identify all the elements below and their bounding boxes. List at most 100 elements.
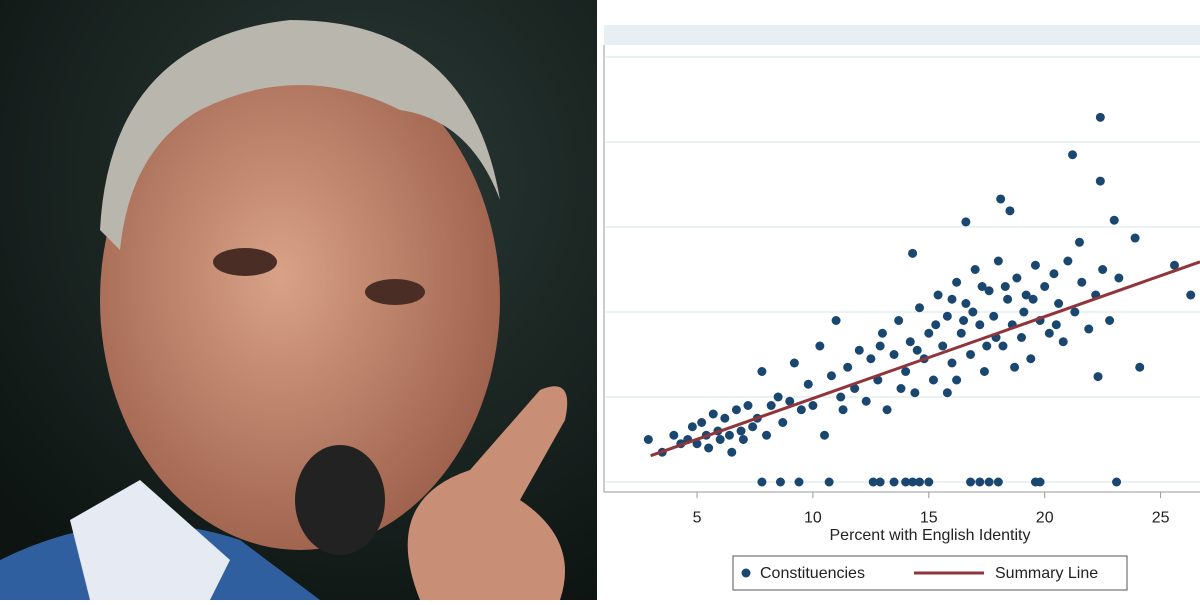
- legend-label: Constituencies: [760, 565, 865, 582]
- point: [1049, 269, 1059, 279]
- point: [993, 256, 1003, 266]
- point: [1017, 333, 1027, 342]
- point: [803, 379, 813, 389]
- point: [875, 341, 885, 351]
- point: [1109, 215, 1119, 225]
- point: [1012, 273, 1022, 283]
- point: [1028, 294, 1038, 304]
- point: [724, 430, 734, 440]
- eye: [213, 248, 277, 276]
- point: [984, 286, 994, 296]
- point: [1084, 324, 1094, 334]
- point: [901, 367, 911, 376]
- point: [824, 477, 834, 487]
- face: [100, 50, 500, 550]
- point: [961, 299, 971, 308]
- point: [982, 341, 992, 351]
- point: [736, 426, 746, 436]
- point: [896, 384, 906, 393]
- hair: [100, 20, 500, 250]
- point: [1095, 176, 1105, 186]
- point: [1093, 372, 1103, 382]
- point: [789, 358, 799, 368]
- point: [1063, 256, 1073, 266]
- point: [727, 447, 737, 457]
- point: [912, 345, 922, 355]
- plot-header-band: [604, 25, 1200, 45]
- point: [762, 430, 772, 440]
- x-axis-label: Percent with English Identity: [830, 527, 1031, 544]
- point: [1170, 260, 1180, 270]
- point: [1035, 477, 1045, 487]
- point: [996, 194, 1006, 204]
- point: [998, 341, 1008, 351]
- shirt: [70, 480, 230, 600]
- point: [979, 367, 989, 376]
- point: [975, 477, 985, 487]
- point: [826, 371, 836, 381]
- point: [1019, 307, 1029, 317]
- point: [938, 341, 948, 351]
- point: [977, 282, 987, 291]
- point: [961, 217, 971, 227]
- point: [1003, 294, 1013, 304]
- point: [952, 375, 962, 385]
- point: [766, 401, 776, 410]
- x-tick-label: 20: [1036, 509, 1054, 526]
- point: [1098, 265, 1108, 274]
- point: [748, 422, 758, 432]
- point: [796, 405, 806, 415]
- point: [975, 320, 985, 330]
- point: [815, 341, 825, 351]
- point: [838, 405, 848, 415]
- x-tick-label: 10: [804, 509, 822, 526]
- point: [1058, 337, 1068, 347]
- point: [850, 384, 860, 393]
- point: [1130, 233, 1140, 243]
- point: [910, 388, 920, 398]
- point: [984, 477, 994, 487]
- chart-background: [600, 0, 1200, 600]
- point: [831, 316, 841, 325]
- point: [966, 477, 976, 487]
- point: [1021, 290, 1031, 300]
- point: [1044, 328, 1054, 338]
- eye: [365, 279, 425, 305]
- point: [757, 477, 767, 487]
- point: [1114, 273, 1124, 283]
- point: [947, 358, 957, 368]
- point: [757, 367, 767, 376]
- point: [928, 375, 938, 385]
- point: [1010, 362, 1020, 372]
- point: [778, 418, 788, 427]
- summary-line: [650, 260, 1200, 458]
- point: [908, 248, 918, 258]
- legend-label: Summary Line: [995, 565, 1098, 582]
- photo: [0, 0, 597, 600]
- point: [868, 477, 878, 487]
- point: [968, 307, 978, 317]
- point: [720, 413, 730, 423]
- point: [942, 388, 952, 398]
- point: [643, 435, 653, 444]
- point: [1000, 282, 1010, 291]
- point: [738, 435, 748, 444]
- point: [785, 396, 795, 406]
- x-tick-label: 25: [1152, 509, 1170, 526]
- point: [901, 477, 911, 487]
- point: [877, 328, 887, 338]
- x-tick-label: 5: [693, 509, 702, 526]
- point: [1040, 282, 1050, 291]
- point: [820, 430, 830, 440]
- point: [866, 354, 876, 364]
- point: [989, 311, 999, 321]
- point: [956, 328, 966, 338]
- point: [966, 350, 976, 359]
- point: [1074, 237, 1084, 247]
- point: [715, 435, 725, 444]
- point: [924, 328, 934, 338]
- point: [1112, 477, 1122, 487]
- point: [854, 345, 864, 355]
- point: [708, 409, 718, 419]
